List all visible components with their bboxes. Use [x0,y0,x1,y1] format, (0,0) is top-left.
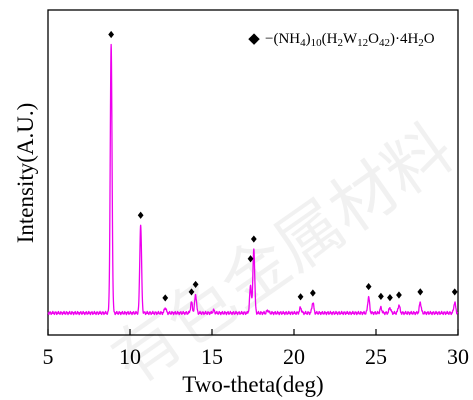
x-axis-title: Two-theta(deg) [182,372,323,397]
peak-marker-diamond [250,235,257,243]
legend-subscript: 42 [379,37,390,49]
legend-subscript: 2 [337,37,343,49]
peak-marker-diamond [451,288,458,296]
peak-marker-diamond [108,30,115,39]
y-axis-title: Intensity(A.U.) [13,103,38,244]
peak-marker-diamond [192,280,199,289]
legend-label: −(NH4)10(H2W12O42)·4H2O [265,31,435,49]
x-tick-label: 10 [119,344,141,369]
legend-subscript: 12 [357,37,368,49]
x-axis-ticks [47,329,459,335]
x-tick-label: 20 [283,344,305,369]
legend-text-part: O [424,31,435,47]
xrd-pattern-line [47,43,459,316]
peak-marker-diamond [188,288,195,296]
x-tick-label: 5 [43,344,54,369]
peak-marker-diamond [162,294,169,302]
peak-marker-diamond [137,211,144,219]
legend-text-part: (H [322,31,338,47]
x-axis-tick-labels: 5 10 15 20 25 30 [43,344,470,369]
x-tick-label: 25 [365,344,387,369]
legend-marker: ◆ [248,31,260,47]
peak-marker-diamond [378,292,384,300]
legend-subscript: 2 [418,37,424,49]
peak-marker-diamond [417,288,424,296]
legend-text-part: W [343,31,358,47]
peak-markers [108,30,458,302]
peak-marker-diamond [297,293,304,301]
x-tick-label: 15 [201,344,223,369]
peak-marker-diamond [396,291,402,299]
legend-text-part: ) [306,31,311,47]
legend-text-part: −(NH [265,31,300,47]
legend-text-part: )·4H [390,31,418,47]
legend: ◆ −(NH4)10(H2W12O42)·4H2O [248,31,435,49]
legend-text-part: O [368,31,379,47]
legend-subscript: 4 [300,37,306,49]
peak-marker-diamond [365,282,372,291]
x-tick-label: 30 [447,344,469,369]
peak-marker-diamond [309,289,316,297]
plot-frame [47,9,459,336]
peak-marker-diamond [247,255,254,263]
legend-subscript: 10 [311,37,323,49]
peak-marker-diamond [387,294,393,302]
